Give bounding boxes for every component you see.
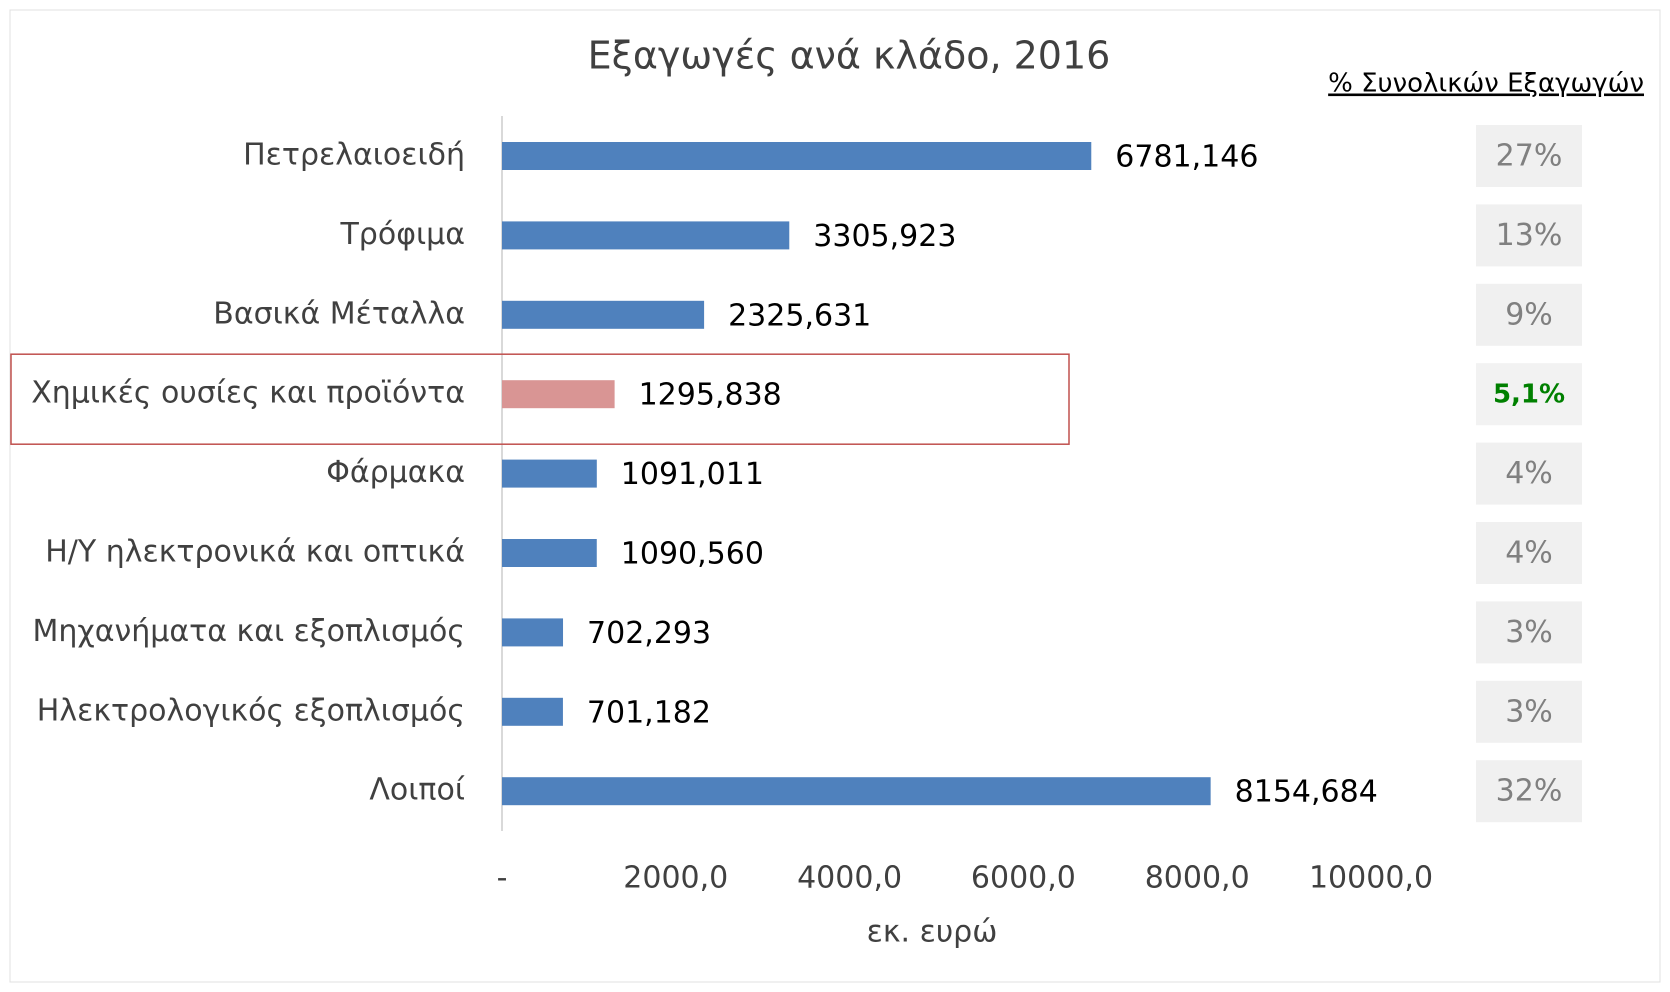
- share-box: [1476, 442, 1582, 505]
- share-label: 3%: [1505, 615, 1553, 650]
- share-label: 9%: [1505, 297, 1553, 332]
- bar: [502, 300, 705, 329]
- category-label: Η/Υ ηλεκτρονικά και οπτικά: [45, 535, 465, 570]
- x-tick-label: 4000,0: [797, 861, 902, 896]
- share-box: [1476, 522, 1582, 584]
- bar: [502, 618, 564, 647]
- bar: [502, 380, 615, 409]
- value-label: 8154,684: [1235, 775, 1378, 810]
- x-tick-label: -: [497, 861, 508, 896]
- share-box: [1476, 204, 1582, 267]
- x-tick-label: 2000,0: [623, 861, 728, 896]
- value-label: 3305,923: [813, 219, 956, 254]
- share-box: [1476, 680, 1582, 743]
- category-label: Βασικά Μέταλλα: [213, 296, 465, 331]
- share-label: 27%: [1496, 139, 1563, 174]
- bar: [502, 142, 1092, 170]
- value-label: 1091,011: [621, 457, 764, 492]
- x-tick-label: 6000,0: [971, 861, 1076, 896]
- share-box: [1476, 125, 1582, 187]
- share-label: 4%: [1505, 456, 1553, 491]
- share-label: 32%: [1496, 774, 1563, 809]
- shares-title: % Συνολικών Εξαγωγών: [1328, 69, 1644, 99]
- share-label: 13%: [1496, 218, 1563, 253]
- value-label: 701,182: [587, 695, 711, 730]
- bar: [502, 777, 1211, 806]
- chart-border: [9, 9, 1661, 983]
- chart-title: Εξαγωγές ανά κλάδο, 2016: [588, 34, 1111, 78]
- share-box: [1476, 283, 1582, 346]
- bar: [502, 221, 790, 250]
- category-label: Μηχανήματα και εξοπλισμός: [33, 614, 465, 649]
- highlight-box: [10, 353, 1070, 445]
- category-label: Τρόφιμα: [339, 217, 465, 252]
- value-label: 702,293: [587, 616, 711, 651]
- x-axis-label: εκ. ευρώ: [867, 915, 998, 950]
- value-label: 1295,838: [639, 378, 782, 413]
- share-box: [1476, 601, 1582, 664]
- x-tick-label: 10000,0: [1309, 861, 1433, 896]
- category-label: Φάρμακα: [326, 455, 465, 490]
- category-label: Λοιποί: [369, 773, 465, 808]
- share-label: 5,1%: [1493, 380, 1565, 410]
- bar: [502, 459, 597, 488]
- value-label: 1090,560: [621, 537, 764, 572]
- share-label: 4%: [1505, 536, 1553, 571]
- bar: [502, 539, 597, 567]
- share-box: [1476, 760, 1582, 823]
- value-label: 6781,146: [1115, 140, 1258, 175]
- category-label: Πετρελαιοειδή: [243, 138, 465, 173]
- bar: [502, 697, 563, 726]
- category-label: Χημικές ουσίες και προϊόντα: [31, 376, 465, 411]
- category-label: Ηλεκτρολογικός εξοπλισμός: [37, 693, 465, 728]
- x-tick-label: 8000,0: [1145, 861, 1250, 896]
- value-label: 2325,631: [728, 298, 871, 333]
- share-box: [1476, 363, 1582, 426]
- share-label: 3%: [1505, 694, 1553, 729]
